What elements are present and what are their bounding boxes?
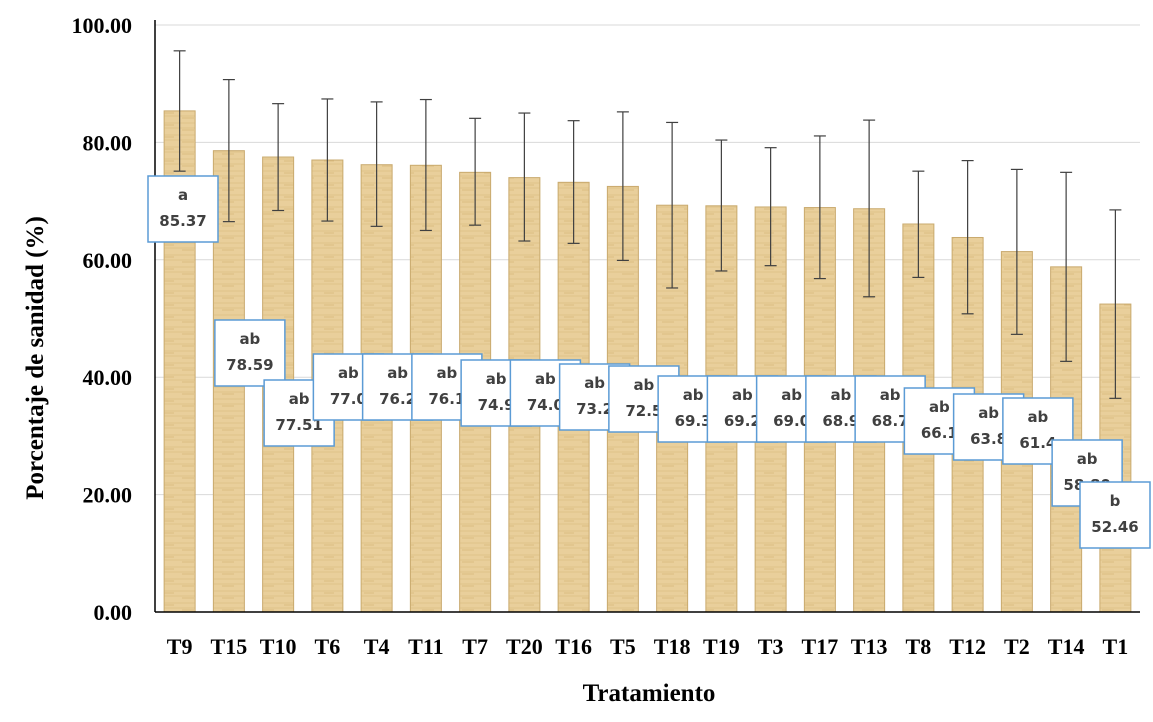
- x-tick-label: T20: [506, 634, 543, 659]
- data-label-T1: b 52.46: [1079, 481, 1151, 549]
- data-label-group: ab: [486, 370, 507, 388]
- data-label-group: ab: [1027, 408, 1048, 426]
- x-tick-label: T10: [260, 634, 297, 659]
- x-tick-label: T18: [654, 634, 691, 659]
- data-label-value: 52.46: [1091, 518, 1138, 536]
- x-tick-label: T2: [1004, 634, 1030, 659]
- y-tick-label: 80.00: [83, 130, 133, 155]
- x-tick-label: T19: [703, 634, 740, 659]
- data-label-value: 76.2: [379, 390, 416, 408]
- data-label-value: 72.5: [625, 402, 662, 420]
- x-tick-label: T1: [1103, 634, 1129, 659]
- x-tick-label: T8: [906, 634, 932, 659]
- x-tick-label: T15: [211, 634, 248, 659]
- data-label-T15: ab 78.59: [214, 319, 286, 387]
- data-label-value: 74.0: [527, 396, 564, 414]
- data-label-group: ab: [978, 404, 999, 422]
- y-tick-label: 0.00: [94, 600, 133, 625]
- x-tick-label: T11: [408, 634, 443, 659]
- data-labels: a 85.37 ab 78.59 ab 77.51 ab 77.0 ab 76.2 ab 76.1 ab…: [147, 175, 1151, 549]
- data-label-group: ab: [338, 364, 359, 382]
- data-label-value: 73.2: [576, 400, 613, 418]
- y-tick-label: 60.00: [83, 248, 133, 273]
- y-tick-label: 100.00: [72, 13, 133, 38]
- data-label-value: 77.0: [330, 390, 367, 408]
- data-label-value: 69.2: [724, 412, 761, 430]
- data-label-box: [147, 175, 219, 243]
- y-tick-labels: 0.00 20.00 40.00 60.00 80.00 100.00: [72, 13, 133, 625]
- data-label-group: ab: [289, 390, 310, 408]
- data-label-value: 68.9: [822, 412, 859, 430]
- data-label-group: b: [1110, 492, 1121, 510]
- x-tick-label: T6: [315, 634, 341, 659]
- x-axis-title: Tratamiento: [583, 680, 716, 707]
- x-tick-label: T5: [610, 634, 636, 659]
- data-label-value: 69.3: [675, 412, 712, 430]
- x-tick-label: T13: [851, 634, 888, 659]
- bars: [163, 110, 1132, 613]
- x-tick-label: T14: [1048, 634, 1085, 659]
- data-label-value: 63.8: [970, 430, 1007, 448]
- data-label-box: [214, 319, 286, 387]
- data-label-group: ab: [1077, 450, 1098, 468]
- data-label-group: ab: [732, 386, 753, 404]
- data-label-value: 69.0: [773, 412, 810, 430]
- y-tick-label: 20.00: [83, 483, 133, 508]
- data-label-group: ab: [436, 364, 457, 382]
- x-tick-labels: T9 T15 T10 T6 T4 T11 T7 T20 T16 T5 T18 T19 T3 T17 T13 T…: [167, 634, 1128, 659]
- data-label-group: ab: [830, 386, 851, 404]
- data-label-value: 66.1: [921, 424, 958, 442]
- x-tick-label: T17: [802, 634, 839, 659]
- x-tick-label: T3: [758, 634, 784, 659]
- data-label-value: 76.1: [428, 390, 465, 408]
- error-bars: [173, 50, 1122, 399]
- axes: [154, 20, 1140, 613]
- data-label-group: ab: [633, 376, 654, 394]
- data-label-group: ab: [929, 398, 950, 416]
- data-label-box: [1079, 481, 1151, 549]
- data-label-group: ab: [781, 386, 802, 404]
- y-axis-title: Porcentaje de sanidad (%): [22, 216, 49, 500]
- x-tick-label: T9: [167, 634, 193, 659]
- data-label-group: ab: [683, 386, 704, 404]
- data-label-group: a: [178, 186, 188, 204]
- x-tick-label: T4: [364, 634, 390, 659]
- data-label-group: ab: [239, 330, 260, 348]
- data-label-value: 78.59: [226, 356, 273, 374]
- data-label-group: ab: [387, 364, 408, 382]
- data-label-value: 74.9: [478, 396, 515, 414]
- data-label-group: ab: [584, 374, 605, 392]
- data-label-value: 61.4: [1019, 434, 1056, 452]
- x-tick-label: T7: [462, 634, 488, 659]
- y-tick-label: 40.00: [83, 365, 133, 390]
- data-label-value: 77.51: [275, 416, 322, 434]
- x-tick-label: T12: [949, 634, 986, 659]
- data-label-value: 85.37: [159, 212, 206, 230]
- data-label-T9: a 85.37: [147, 175, 219, 243]
- data-label-group: ab: [535, 370, 556, 388]
- data-label-value: 68.7: [872, 412, 909, 430]
- data-label-group: ab: [880, 386, 901, 404]
- x-tick-label: T16: [555, 634, 592, 659]
